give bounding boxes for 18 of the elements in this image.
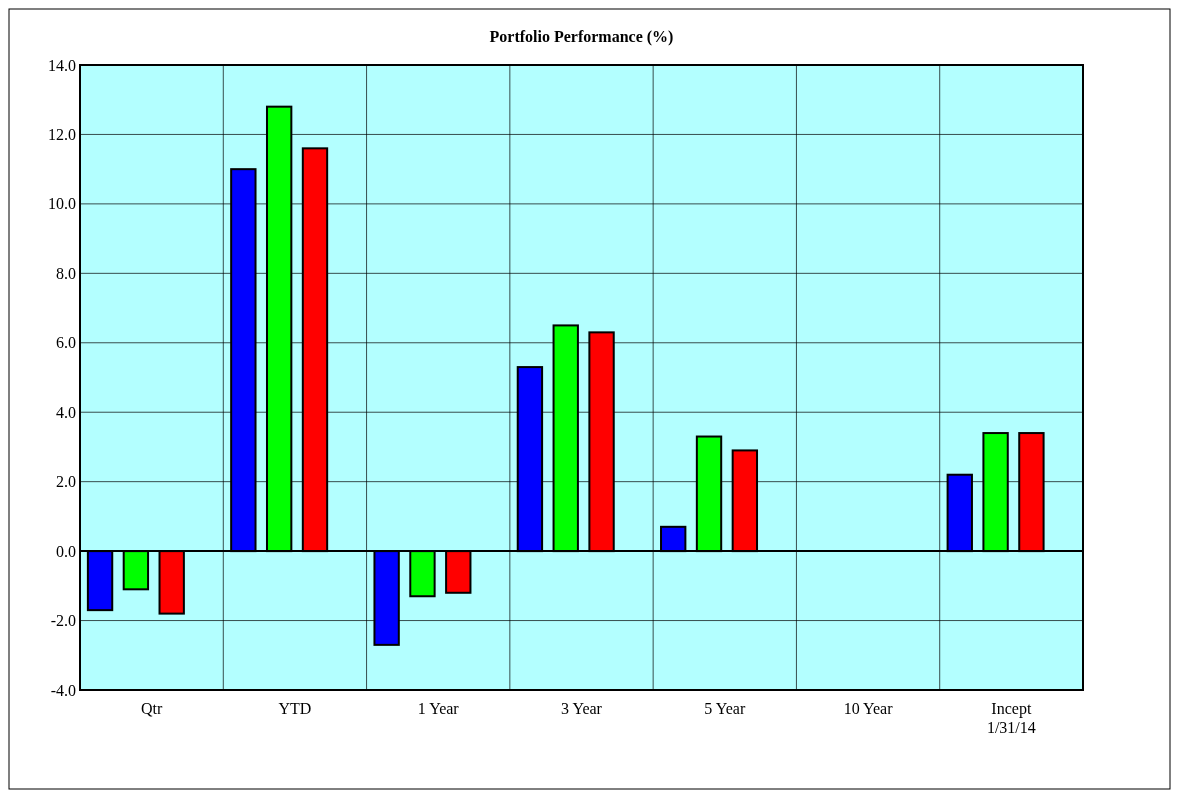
y-tick-label: 10.0: [48, 195, 76, 213]
y-tick-label: 0.0: [56, 542, 76, 560]
y-tick-label: 6.0: [56, 334, 76, 352]
y-tick-label: 14.0: [48, 56, 76, 74]
x-tick-label: 3 Year: [561, 700, 603, 717]
y-tick-label: -4.0: [50, 681, 76, 699]
y-tick-label: 12.0: [48, 126, 76, 144]
y-tick-label: -2.0: [50, 612, 76, 630]
x-tick-label: 1 Year: [417, 700, 460, 717]
y-tick-label: 2.0: [56, 473, 76, 491]
x-tick-label: 10 Year: [843, 700, 894, 717]
x-tick-label: Incept 1/31/14: [986, 700, 1036, 737]
x-tick-label: Qtr: [140, 700, 163, 717]
chart-title: Portfolio Performance (%): [489, 28, 674, 46]
y-tick-label: 4.0: [56, 403, 76, 421]
x-tick-label: YTD: [278, 700, 312, 717]
y-tick-label: 8.0: [56, 264, 76, 282]
x-tick-label: 5 Year: [704, 700, 746, 717]
